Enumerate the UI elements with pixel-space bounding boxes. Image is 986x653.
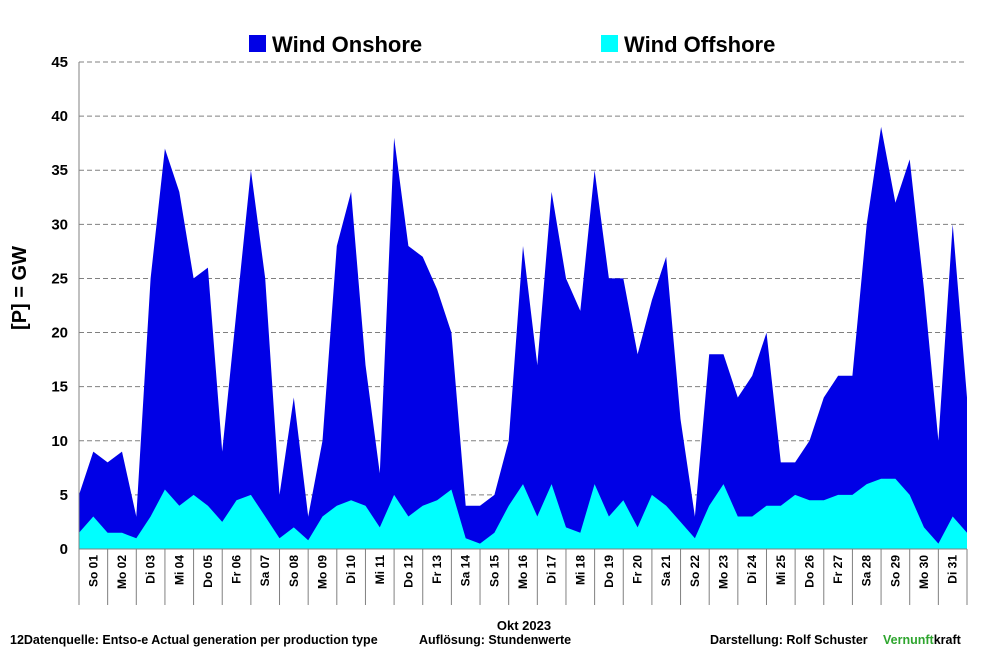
y-tick-label: 25 [51,270,68,287]
x-tick-label: Sa 07 [258,555,272,587]
y-tick-label: 15 [51,379,68,396]
x-tick-label: Di 10 [344,555,358,584]
legend-label-wind-offshore: Wind Offshore [624,32,775,57]
legend: Wind Onshore Wind Offshore [249,32,775,57]
x-tick-label: Mi 11 [373,555,387,585]
y-tick-label: 30 [51,216,68,233]
x-tick-label: Sa 14 [459,555,473,587]
footer-brand: Vernunftkraft [883,633,961,647]
y-tick-label: 0 [60,541,68,558]
x-tick-label: Di 17 [545,555,559,584]
x-tick-label: So 08 [287,555,301,587]
axes [78,62,967,550]
x-tick-label: Fr 13 [430,555,444,584]
x-tick-label: So 22 [688,555,702,587]
brand-vernunft: Vernunft [883,633,934,647]
y-tick-label: 40 [51,108,68,125]
series-area-wind-offshore [79,478,967,549]
x-tick-label: Di 03 [144,555,158,584]
y-tick-label: 10 [51,433,68,450]
y-tick-label: 5 [60,487,68,504]
brand-kraft: kraft [933,633,961,647]
x-tick-labels: So 01 Mo 02 Di 03 Mi 04 Do 05 Fr 06 Sa 07 So 08… [78,549,968,605]
x-tick-label: Sa 28 [860,555,874,587]
x-tick-label: Mo 09 [316,555,330,589]
legend-label-wind-onshore: Wind Onshore [272,32,422,57]
x-tick-label: Fr 20 [631,555,645,584]
x-tick-label: Mo 02 [115,555,129,589]
x-tick-label: So 01 [86,555,100,587]
x-tick-label: Do 26 [803,555,817,588]
x-tick-label: Mi 04 [172,555,186,585]
y-tick-labels: 0 5 10 15 20 25 30 35 40 45 [51,54,68,558]
x-tick-label: Mo 16 [516,555,530,589]
x-tick-label: Mo 30 [917,555,931,589]
y-tick-label: 35 [51,162,68,179]
y-tick-label: 20 [51,325,68,342]
x-tick-label: Di 31 [946,555,960,584]
footer-source: 12Datenquelle: Entso-e Actual generation… [10,633,378,647]
x-tick-label: Do 19 [602,555,616,588]
x-tick-label: Fr 06 [230,555,244,584]
footer-resolution: Auflösung: Stundenwerte [419,633,572,647]
legend-swatch-wind-offshore [601,35,618,52]
series-area-wind-onshore [79,126,967,550]
x-tick-label: Do 12 [401,555,415,588]
footer-author: Darstellung: Rolf Schuster [710,633,868,647]
x-tick-label: Mi 25 [774,555,788,585]
x-tick-label: So 15 [487,555,501,587]
area-series [79,126,967,550]
legend-swatch-wind-onshore [249,35,266,52]
x-tick-label: Mo 23 [717,555,731,589]
x-tick-label: Di 24 [745,555,759,584]
x-axis-title: Okt 2023 [497,618,551,633]
x-tick-label: Fr 27 [831,555,845,584]
x-tick-label: Mi 18 [573,555,587,585]
x-tick-label: Sa 21 [659,555,673,587]
x-tick-label: So 29 [888,555,902,587]
y-axis-title: [P] = GW [9,246,31,330]
x-tick-label: Do 05 [201,555,215,588]
y-tick-label: 45 [51,54,68,71]
